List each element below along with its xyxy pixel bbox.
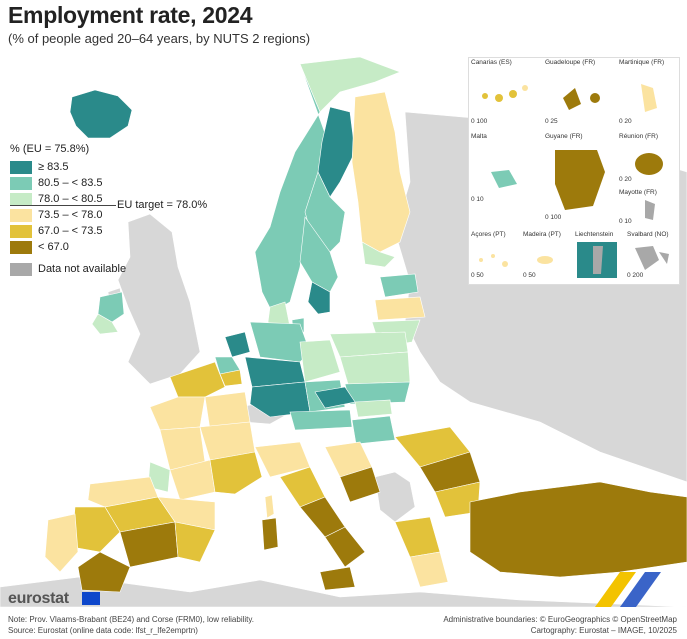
legend-swatch	[10, 192, 32, 206]
footer-notes: Note: Prov. Vlaams-Brabant (BE24) and Co…	[8, 614, 254, 636]
inset-canarias: Canarias (ES) 0 100	[469, 58, 541, 130]
footer-source: Source: Eurostat (online data code: lfst…	[8, 626, 198, 635]
footer-credits: Administrative boundaries: © EuroGeograp…	[443, 614, 677, 636]
central-europe	[289, 386, 396, 445]
footer-boundaries: Administrative boundaries: © EuroGeograp…	[443, 615, 677, 624]
eu-target-line	[10, 205, 116, 206]
legend-swatch	[10, 224, 32, 238]
inset-guyane: Guyane (FR) 0 100	[543, 132, 615, 226]
eu-flag-icon	[82, 592, 100, 605]
inset-svalbard: Svalbard (NO) 0 200	[627, 231, 669, 279]
inset-mayotte: Mayotte (FR) 0 10	[619, 189, 657, 225]
map-subtitle: (% of people aged 20–64 years, by NUTS 2…	[8, 31, 311, 46]
balkans	[324, 426, 481, 588]
poland	[329, 331, 411, 405]
legend-item: Data not available	[10, 261, 126, 277]
finland	[351, 91, 411, 268]
corsica	[264, 494, 275, 519]
legend-item: 80.5 – < 83.5	[10, 175, 126, 191]
ireland	[91, 291, 125, 335]
footer-cartography: Cartography: Eurostat – IMAGE, 10/2025	[530, 626, 677, 635]
legend-item: ≥ 83.5	[10, 159, 126, 175]
balkans-nonEU	[374, 471, 416, 523]
map-title: Employment rate, 2024	[8, 2, 253, 28]
eu-target-label: EU target = 78.0%	[117, 199, 208, 211]
legend: % (EU = 75.8%) ≥ 83.5 80.5 – < 83.5 78.0…	[10, 143, 207, 277]
legend-title: % (EU = 75.8%)	[10, 143, 90, 155]
sardinia	[261, 517, 279, 551]
inset-malta: Malta 0 10	[469, 132, 541, 208]
benelux	[214, 331, 251, 387]
inset-martinique: Martinique (FR) 0 20	[619, 59, 665, 125]
legend-swatch	[10, 262, 32, 276]
sweden	[299, 106, 356, 315]
italy	[254, 441, 366, 591]
legend-item: 67.0 – < 73.5	[10, 223, 126, 239]
legend-item: 73.5 – < 78.0	[10, 207, 126, 223]
legend-item: < 67.0	[10, 239, 126, 255]
north-africa	[0, 576, 687, 607]
france	[147, 361, 263, 501]
eurostat-chevron-icon	[595, 572, 661, 607]
legend-item: 78.0 – < 80.5	[10, 191, 126, 207]
turkey	[469, 481, 687, 578]
legend-swatch	[10, 208, 32, 222]
great-britain	[117, 213, 201, 385]
inset-acores: Açores (PT) 0 50	[469, 230, 519, 284]
legend-swatch	[10, 160, 32, 174]
legend-swatch	[10, 176, 32, 190]
inset-madeira: Madeira (PT) 0 50	[523, 231, 561, 279]
inset-guadeloupe: Guadeloupe (FR) 0 25	[543, 58, 615, 130]
inset-reunion: Réunion (FR) 0 20	[617, 132, 679, 186]
eurostat-logo: eurostat	[8, 590, 69, 607]
footer-note: Note: Prov. Vlaams-Brabant (BE24) and Co…	[8, 615, 255, 624]
germany	[244, 321, 346, 418]
iberia	[44, 476, 216, 593]
inset-panel: Canarias (ES) 0 100 Guadeloupe (FR) 0 25…	[468, 57, 680, 285]
legend-swatch	[10, 240, 32, 254]
iceland	[69, 89, 133, 139]
inset-liechtenstein: Liechtenstein	[573, 230, 623, 284]
